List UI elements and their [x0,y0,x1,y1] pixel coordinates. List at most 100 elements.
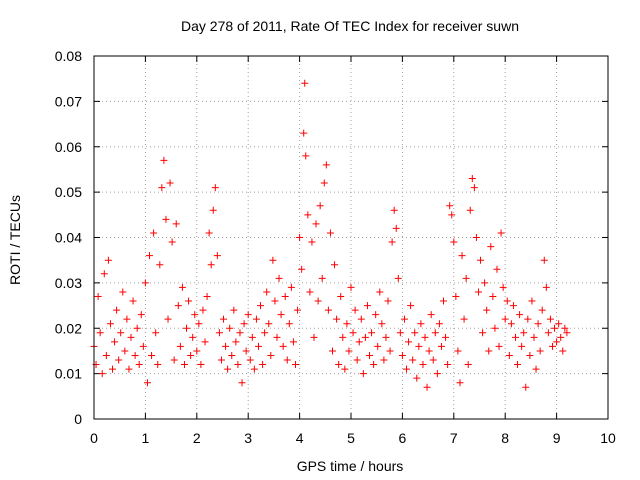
data-point [419,361,427,369]
data-point [376,288,384,296]
data-point [176,342,184,350]
data-point [366,351,374,359]
data-point [133,324,141,332]
data-point [150,229,158,237]
data-point [189,333,197,341]
data-point [503,297,511,305]
data-point [252,315,260,323]
data-point [477,256,485,264]
data-point [111,338,119,346]
y-tick-labels: 0 0.01 0.02 0.03 0.04 0.05 0.06 0.07 0.08 [55,48,82,427]
data-points [90,79,571,391]
data-point [501,315,509,323]
data-point [240,320,248,328]
data-point [474,288,482,296]
data-point [273,333,281,341]
x-tick-label: 10 [600,430,616,446]
data-point [405,338,413,346]
data-point [234,361,242,369]
data-point [437,342,445,350]
data-point [345,347,353,355]
data-point [339,333,347,341]
data-point [324,306,332,314]
data-point [429,356,437,364]
x-tick-label: 4 [296,430,304,446]
data-point [357,315,365,323]
data-point [185,297,193,305]
data-point [446,202,454,210]
data-point [308,238,316,246]
data-point [230,306,238,314]
x-tick-label: 6 [399,430,407,446]
data-point [368,329,376,337]
data-point [526,351,534,359]
data-point [228,351,236,359]
data-point [197,361,205,369]
data-point [374,342,382,350]
data-point [456,379,464,387]
data-point [205,229,213,237]
data-point [380,356,388,364]
data-point [333,315,341,323]
data-point [351,306,359,314]
data-point [396,329,404,337]
data-point [538,306,546,314]
data-point [464,361,472,369]
data-point [382,333,390,341]
data-point [468,175,476,183]
data-point [146,252,154,260]
data-point [246,356,254,364]
data-point [267,351,275,359]
data-point [427,311,435,319]
data-point [458,252,466,260]
data-point [187,351,195,359]
data-point [450,238,458,246]
data-point [172,220,180,228]
data-point [215,329,223,337]
data-point [316,202,324,210]
data-point [119,288,127,296]
data-point [135,361,143,369]
data-point [271,297,279,305]
x-tick-label: 2 [193,430,201,446]
data-point [481,279,489,287]
x-tick-label: 9 [553,430,561,446]
data-point [296,234,304,241]
data-point [180,361,188,369]
data-point [452,292,460,300]
y-tick-label: 0.01 [55,366,82,382]
data-point [553,338,561,346]
data-point [493,265,501,273]
data-point [209,206,217,214]
data-point [390,206,398,214]
data-point [497,229,505,237]
data-point [109,365,117,373]
chart-title: Day 278 of 2011, Rate Of TEC Index for r… [181,18,519,34]
data-point [462,274,470,282]
data-point [168,238,176,246]
data-point [314,297,322,305]
data-point [522,383,530,391]
y-axis-label: ROTI / TECUs [7,195,23,285]
data-point [495,342,503,350]
data-point [222,342,230,350]
data-point [353,356,361,364]
data-point [121,347,129,355]
data-point [563,329,571,337]
data-point [485,347,493,355]
data-point [392,224,400,232]
data-point [123,315,131,323]
data-point [322,161,330,169]
data-point [164,315,172,323]
data-point [378,320,386,328]
data-point [261,329,269,337]
data-point [407,302,415,310]
data-point [310,333,318,341]
data-point [425,347,433,355]
data-point [300,129,308,137]
data-point [472,234,480,241]
data-point [548,342,556,350]
data-point [499,283,507,291]
data-point [528,297,536,305]
plot-frame [93,55,609,420]
